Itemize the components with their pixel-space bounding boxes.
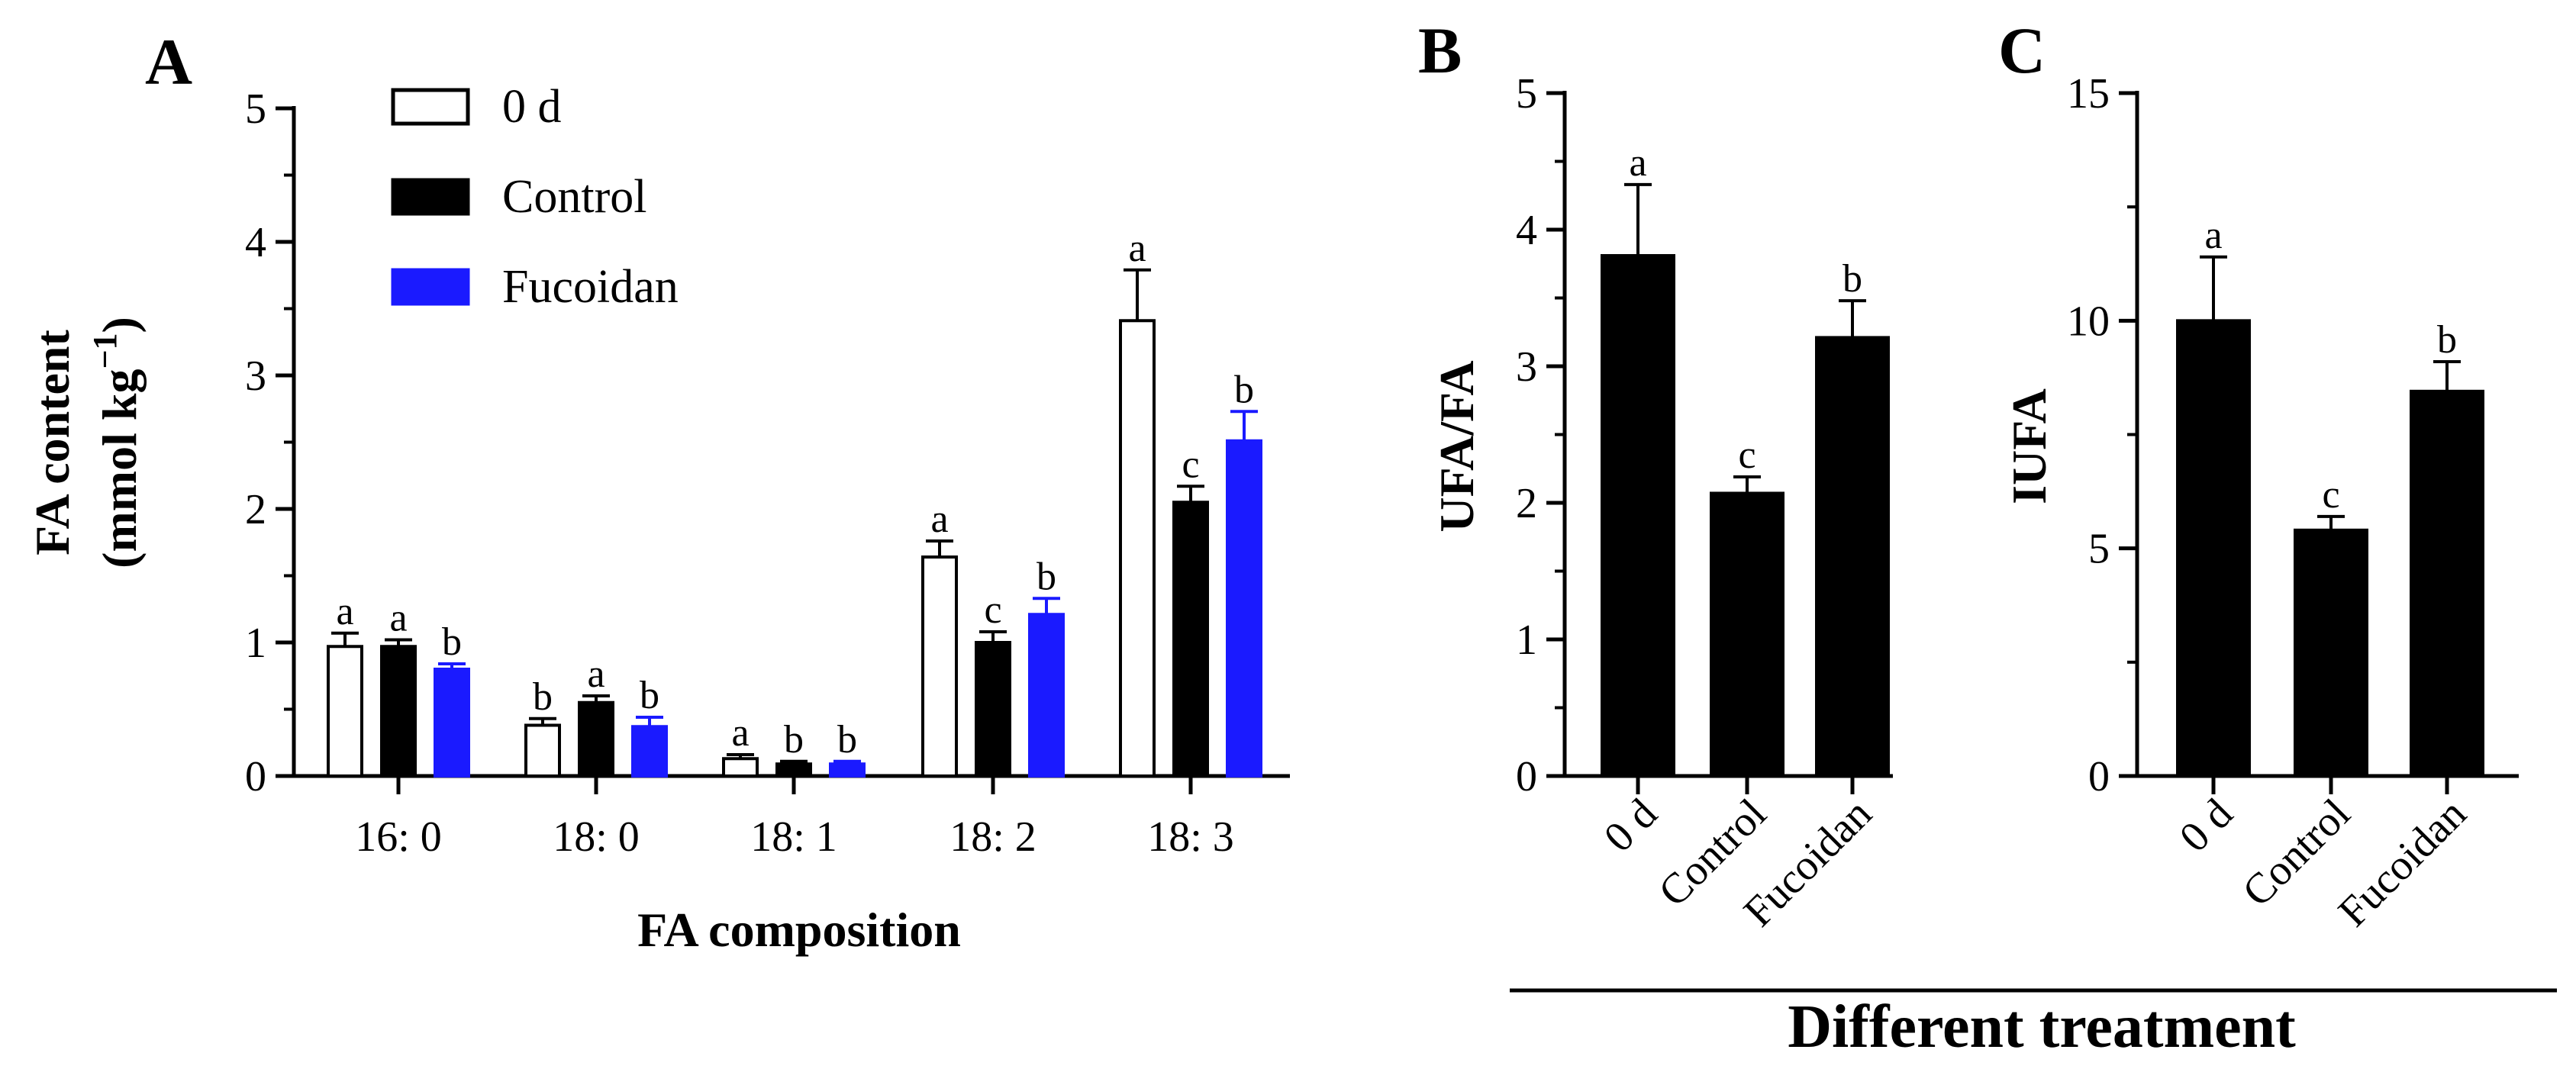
bar-0d-182 — [921, 555, 958, 778]
panel-a-ylabel-exponent: −1 — [86, 333, 124, 369]
panel-c-y-tick-label: 5 — [2088, 526, 2110, 573]
panel-a-x-tick-label: 18: 2 — [949, 813, 1037, 861]
panel-a-y-tick-label: 5 — [245, 85, 266, 133]
panel-b-ylabel: UFA/FA — [1430, 360, 1484, 532]
panel-a-ylabel-line1: FA content — [25, 329, 79, 555]
bar-fucoidan-183 — [1226, 439, 1262, 778]
bar-0d-182-significance-letter: a — [930, 497, 948, 541]
bar-fucoidan-181-significance-letter: b — [837, 718, 857, 762]
panel-b-y-tick-label: 1 — [1516, 617, 1537, 664]
bar-0d-180 — [524, 723, 561, 778]
shared-xlabel: Different treatment — [1788, 993, 2296, 1061]
bar-fucoidan-160 — [434, 668, 470, 778]
panel-c-bar-0d-significance-letter: a — [2204, 214, 2222, 257]
legend: 0 d Control Fucoidan — [391, 81, 679, 313]
panel-b-bar-fucoidan — [1815, 336, 1890, 778]
panel-a-y-tick-label: 1 — [245, 620, 266, 667]
panel-a-x-tick-label: 18: 0 — [553, 813, 640, 861]
bar-fucoidan-183-significance-letter: b — [1234, 368, 1254, 411]
panel-letter-c: C — [1998, 14, 2046, 87]
panel-b-y-tick-label: 0 — [1516, 753, 1537, 800]
panel-b-x-tick-label: 0 d — [1595, 790, 1666, 861]
panel-letter-b: B — [1418, 14, 1462, 87]
panel-c-y-tick-label: 10 — [2067, 298, 2110, 345]
panel-a-xlabel: FA composition — [637, 903, 961, 957]
legend-swatch-fucoidan — [391, 268, 470, 306]
legend-swatch-0d — [391, 88, 470, 126]
bar-0d-181 — [722, 757, 759, 778]
panel-c-ylabel: IUFA — [2002, 388, 2056, 504]
bar-control-160 — [380, 645, 417, 778]
panel-c-bar-0d — [2176, 319, 2251, 778]
bar-control-180 — [578, 700, 614, 778]
bar-0d-183-significance-letter: a — [1128, 227, 1146, 270]
panel-b-bar-0d-significance-letter: a — [1629, 141, 1646, 185]
panel-b-y-tick-label: 2 — [1516, 480, 1537, 527]
bar-control-181 — [775, 762, 812, 778]
panel-c-x-tick-label: Fucoidan — [2329, 790, 2475, 935]
panel-a-y-tick-label: 2 — [245, 486, 266, 533]
panel-c-x-tick-label: 0 d — [2171, 790, 2242, 861]
panel-b-bar-0d — [1601, 254, 1675, 778]
legend-swatch-control — [391, 178, 470, 216]
bar-control-183-significance-letter: c — [1182, 443, 1199, 486]
legend-label-control: Control — [502, 171, 646, 223]
bar-fucoidan-180-significance-letter: b — [640, 674, 659, 717]
bar-fucoidan-180 — [631, 725, 668, 778]
panel-c-bar-fucoidan — [2410, 389, 2484, 778]
panel-b-bar-control — [1710, 491, 1785, 778]
panel-b-y-tick-label: 5 — [1516, 70, 1537, 118]
panel-c-bars: a c b — [2176, 214, 2484, 778]
legend-label-fucoidan: Fucoidan — [502, 261, 679, 313]
panel-a-x-tick-label: 18: 1 — [750, 813, 837, 861]
panel-a-y-tick-label: 0 — [245, 753, 266, 800]
panel-b-bars: a c b — [1601, 141, 1890, 778]
bar-0d-183 — [1119, 319, 1156, 778]
panel-a-y-tick-label: 4 — [245, 219, 266, 266]
panel-a-x-tick-label: 18: 3 — [1147, 813, 1234, 861]
panel-a-x-tick-label: 16: 0 — [355, 813, 442, 861]
bar-control-183 — [1172, 501, 1209, 778]
panel-b-y-tick-label: 4 — [1516, 207, 1537, 254]
panel-a-ylabel-line2: (mmol kg−1) — [86, 317, 147, 568]
panel-b-y-tick-label: 3 — [1516, 343, 1537, 391]
panel-b-bar-control-significance-letter: c — [1738, 433, 1755, 477]
panel-c-bar-control — [2294, 528, 2368, 778]
panel-c-bar-control-significance-letter: c — [2322, 473, 2339, 517]
panel-a-axes: 0 1 2 3 4 5 16: 0 18: 0 18: 1 18: 2 18: 3 — [245, 85, 1290, 861]
bar-0d-160-significance-letter: a — [336, 590, 353, 633]
panel-c-y-tick-label: 0 — [2088, 753, 2110, 800]
bar-control-182-significance-letter: c — [984, 588, 1001, 632]
panel-a-ylabel-unit: (mmol kg — [92, 369, 147, 568]
bar-fucoidan-181 — [829, 762, 866, 778]
bar-fucoidan-182 — [1028, 613, 1065, 778]
panel-c-bar-fucoidan-significance-letter: b — [2437, 318, 2457, 362]
panel-c-y-tick-label: 15 — [2067, 70, 2110, 118]
bar-control-160-significance-letter: a — [389, 597, 407, 640]
panel-a: A FA content (mmol kg−1) 0 1 2 3 4 5 16: 0 18: … — [25, 25, 1290, 957]
bar-control-180-significance-letter: a — [587, 652, 605, 696]
panel-a-ylabel-close: ) — [92, 317, 147, 333]
panel-a-y-tick-label: 3 — [245, 353, 266, 400]
panel-b-bar-fucoidan-significance-letter: b — [1843, 257, 1862, 301]
bar-0d-180-significance-letter: b — [533, 675, 553, 719]
bar-0d-181-significance-letter: a — [731, 711, 749, 755]
bar-fucoidan-182-significance-letter: b — [1037, 555, 1056, 598]
bar-control-181-significance-letter: b — [784, 718, 804, 762]
bar-fucoidan-160-significance-letter: b — [442, 620, 462, 664]
panel-letter-a: A — [145, 25, 192, 98]
bar-0d-160 — [327, 645, 363, 778]
legend-label-0d: 0 d — [502, 81, 562, 133]
bar-control-182 — [975, 641, 1011, 778]
